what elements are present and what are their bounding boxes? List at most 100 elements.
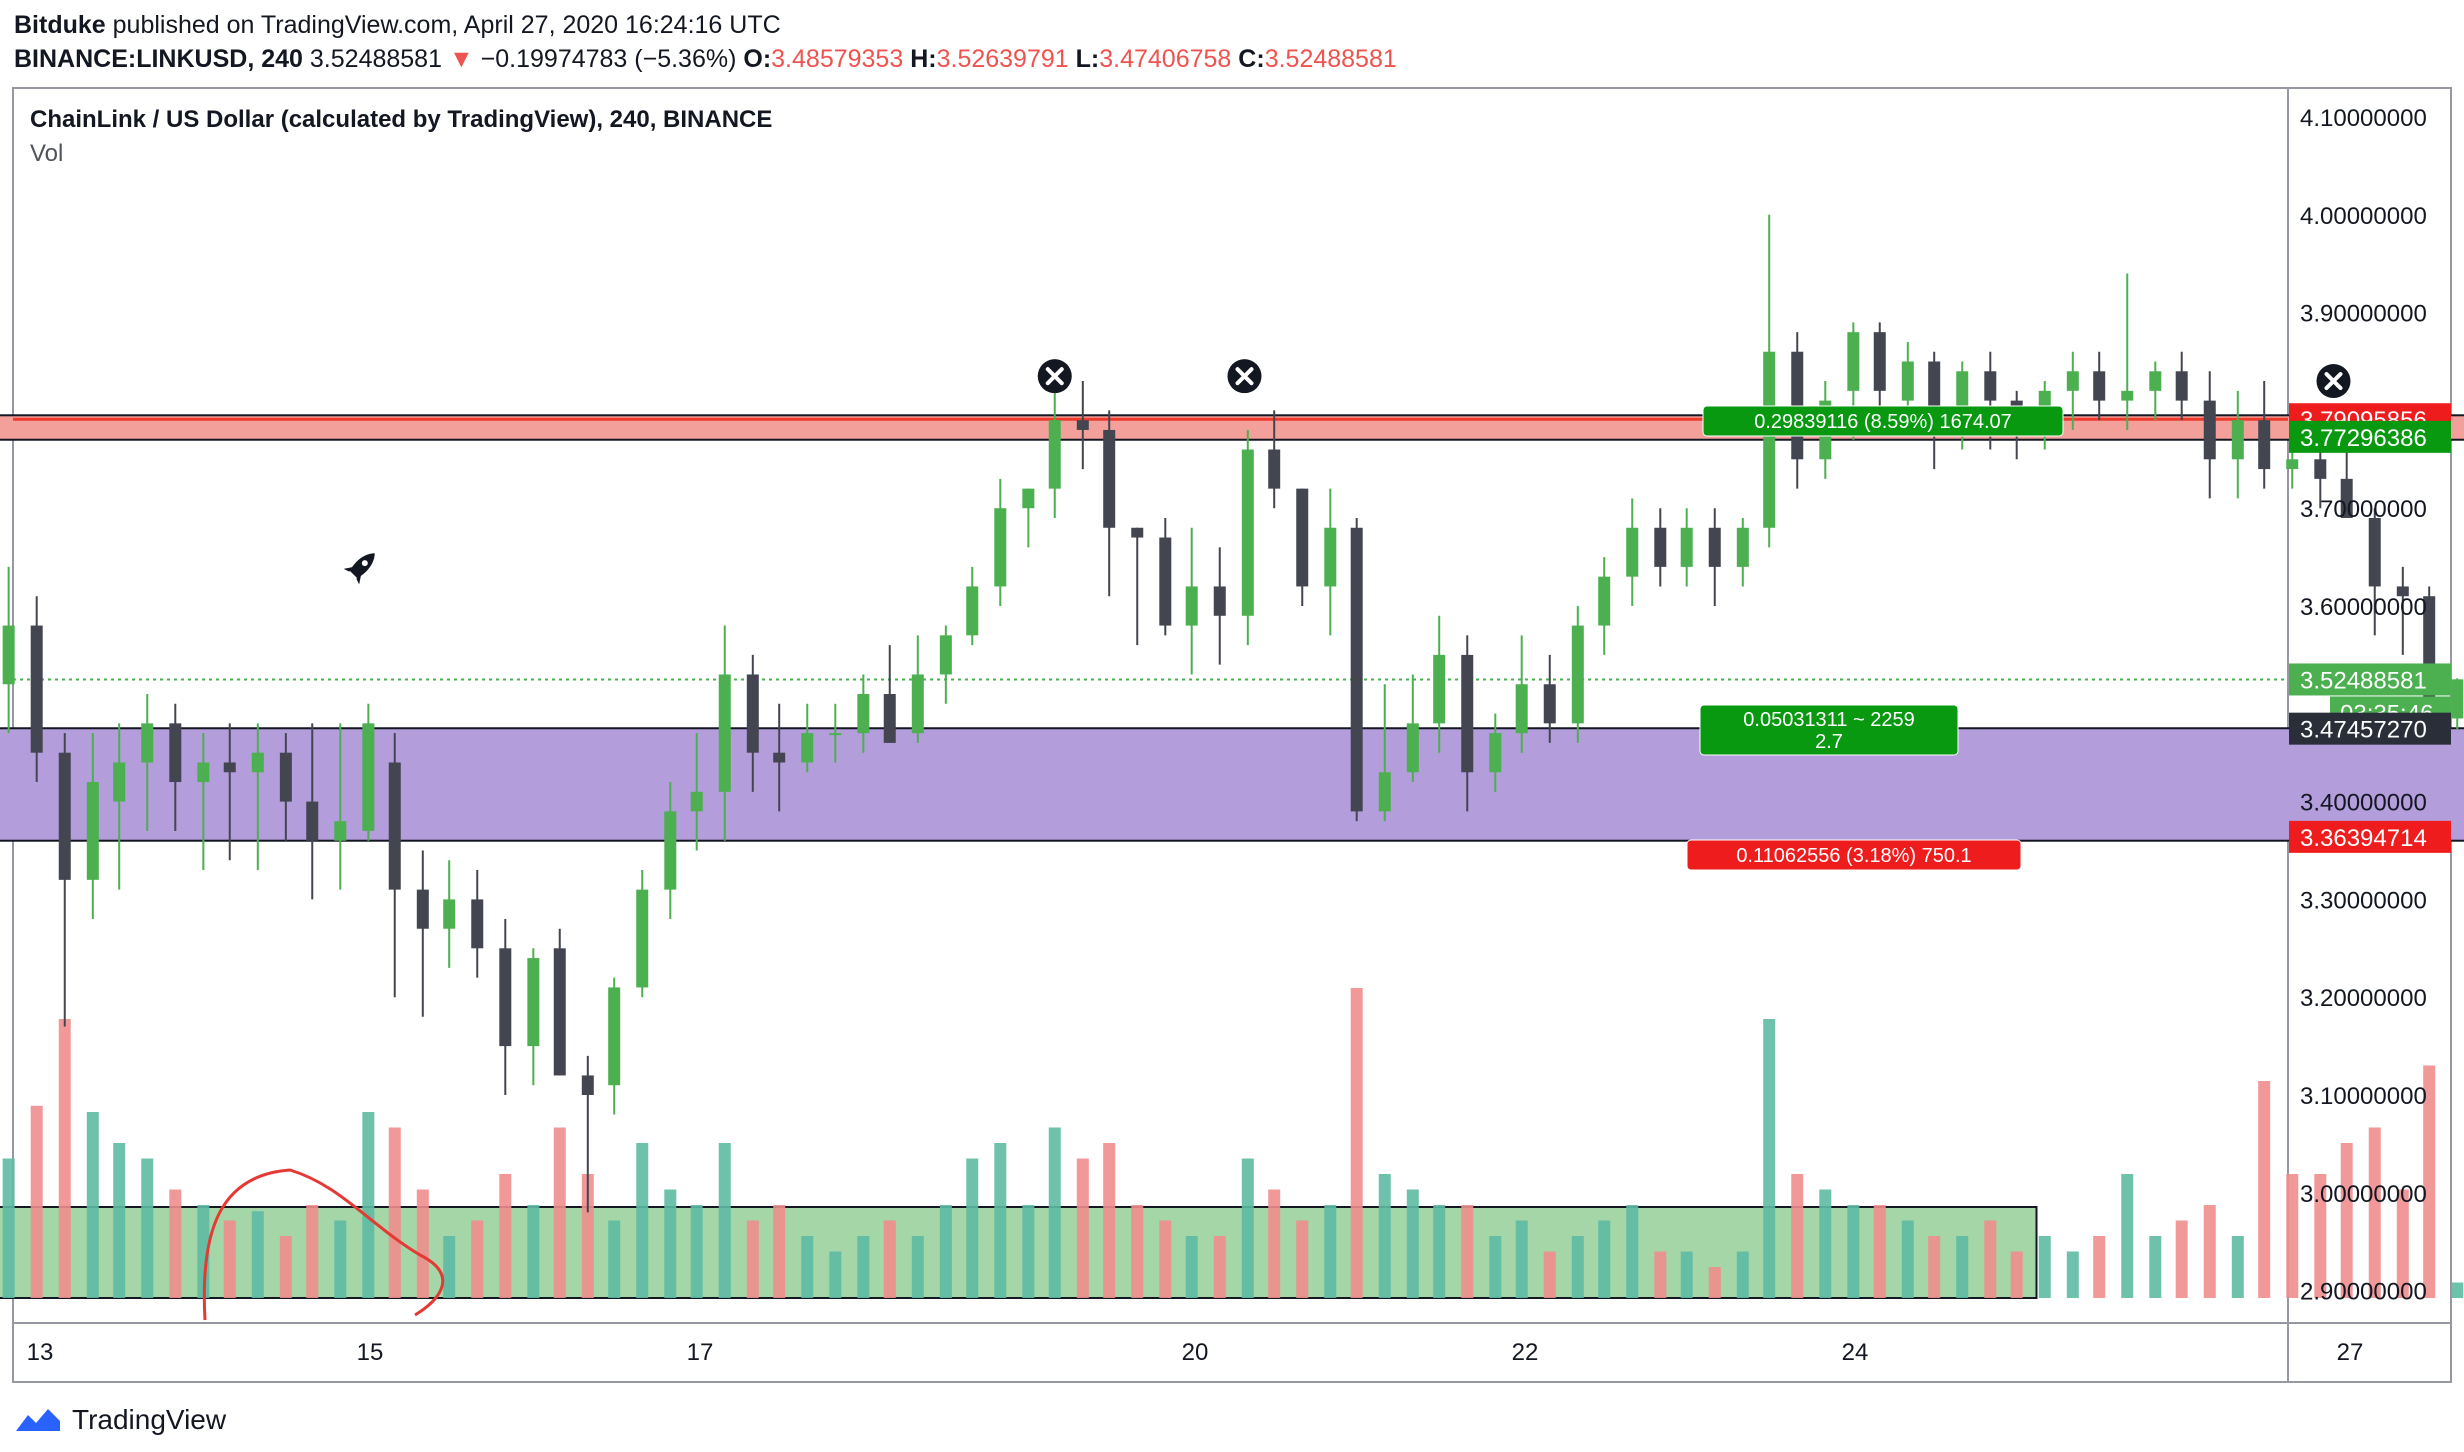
candle-body <box>30 625 43 753</box>
time-tick-label: 20 <box>1182 1339 1209 1366</box>
risk-reward-label: 2.7 <box>1815 731 1843 753</box>
x-mark-cross <box>1045 367 1064 386</box>
volume-bar <box>1103 1143 1116 1298</box>
candle-body <box>197 762 210 783</box>
volume-bar <box>362 1112 375 1298</box>
volume-bar <box>1433 1205 1446 1298</box>
candle-body <box>86 782 99 880</box>
close-value: 3.52488581 <box>1264 45 1397 73</box>
candle-body <box>690 791 703 812</box>
volume-bar <box>773 1205 786 1298</box>
candle-body <box>1984 371 1997 401</box>
candle-body <box>664 811 677 890</box>
volume-bar <box>553 1127 566 1298</box>
stop-label: 0.11062556 (3.18%) 750.1 <box>1736 845 1971 867</box>
candle-body <box>1571 625 1584 724</box>
candle-body <box>1268 449 1281 489</box>
candle-body <box>2368 517 2381 587</box>
volume-bar <box>416 1189 429 1298</box>
candle-body <box>1654 527 1667 567</box>
candle-body <box>1461 654 1474 773</box>
volume-bar <box>443 1236 456 1298</box>
open-label: O: <box>743 45 772 73</box>
candle-body <box>2286 459 2299 470</box>
candle-body <box>2066 371 2079 391</box>
candle-body <box>362 723 375 831</box>
volume-bar <box>2066 1251 2079 1298</box>
candle-body <box>1241 449 1254 616</box>
price-tick-label: 3.90000000 <box>2300 301 2427 328</box>
candle-body <box>966 586 979 636</box>
candle-body <box>1543 684 1556 724</box>
volume-bar <box>334 1220 347 1298</box>
candle-body <box>1048 420 1061 489</box>
volume-bar <box>1159 1220 1172 1298</box>
volume-bar <box>2340 1143 2353 1298</box>
volume-bar <box>1819 1189 1832 1298</box>
candle-body <box>279 752 292 802</box>
candle-body <box>1763 351 1776 528</box>
author-name[interactable]: Bitduke <box>14 11 106 39</box>
candle-body <box>2175 371 2188 401</box>
chart-title: ChainLink / US Dollar (calculated by Tra… <box>30 106 772 133</box>
candle-body <box>527 958 540 1047</box>
volume-bar <box>2286 1174 2299 1298</box>
volume-bar <box>471 1220 484 1298</box>
volume-bar <box>883 1220 896 1298</box>
entry-price-tag: 3.47457270 <box>2300 717 2427 744</box>
candle-body <box>2451 679 2464 719</box>
down-arrow-icon: ▼ <box>448 45 474 73</box>
candle-body <box>581 1075 594 1095</box>
volume-bar <box>1847 1205 1860 1298</box>
candle-body <box>1489 733 1502 773</box>
volume-bar <box>1708 1267 1721 1298</box>
candle-body <box>1350 527 1363 812</box>
candle-body <box>1736 527 1749 567</box>
candle-body <box>1324 527 1337 587</box>
volume-bar <box>223 1220 236 1298</box>
symbol-name: BINANCE:LINKUSD <box>14 45 248 73</box>
current-price-tag: 3.52488581 <box>2300 667 2427 694</box>
time-tick-label: 27 <box>2337 1339 2364 1366</box>
volume-bar <box>746 1220 759 1298</box>
volume-bar <box>2 1158 15 1298</box>
candle-body <box>2340 478 2353 518</box>
candle-body <box>1159 537 1172 626</box>
volume-bar <box>1076 1158 1089 1298</box>
time-tick-label: 24 <box>1842 1339 1869 1366</box>
volume-bar <box>1131 1205 1144 1298</box>
footer-brand: TradingView <box>72 1404 227 1435</box>
volume-bar <box>664 1189 677 1298</box>
volume-bar <box>636 1143 649 1298</box>
volume-bar <box>829 1251 842 1298</box>
volume-bar <box>2231 1236 2244 1298</box>
volume-bar <box>2038 1236 2051 1298</box>
candle-body <box>2396 586 2409 597</box>
candle-body <box>1213 586 1226 616</box>
volume-bar <box>1406 1189 1419 1298</box>
candle-body <box>1626 527 1639 577</box>
candle-body <box>911 674 924 734</box>
entry-price-tag-bg <box>2289 712 2451 745</box>
volume-bar <box>966 1158 979 1298</box>
volume-bar <box>1048 1127 1061 1298</box>
time-tick-label: 22 <box>1512 1339 1539 1366</box>
candle-body <box>223 762 236 773</box>
volume-profile-curve <box>202 1168 445 1321</box>
interval: 240 <box>261 45 303 73</box>
candle-body <box>553 948 566 1076</box>
candle-body <box>2314 459 2327 479</box>
candle-body <box>829 733 842 736</box>
price-tick-label: 3.30000000 <box>2300 887 2427 914</box>
low-value: 3.47406758 <box>1099 45 1232 73</box>
stop-label-box <box>1686 839 2022 871</box>
chart-header: Bitduke published on TradingView.com, Ap… <box>14 8 1397 76</box>
time-tick-label: 15 <box>357 1339 384 1366</box>
x-mark-cross <box>2324 372 2343 391</box>
candle-body <box>1708 527 1721 567</box>
volume-bar <box>86 1112 99 1298</box>
candle-body <box>939 635 952 675</box>
price-change: −0.19974783 (−5.36%) <box>480 45 737 73</box>
footer: TradingView <box>14 1398 226 1442</box>
